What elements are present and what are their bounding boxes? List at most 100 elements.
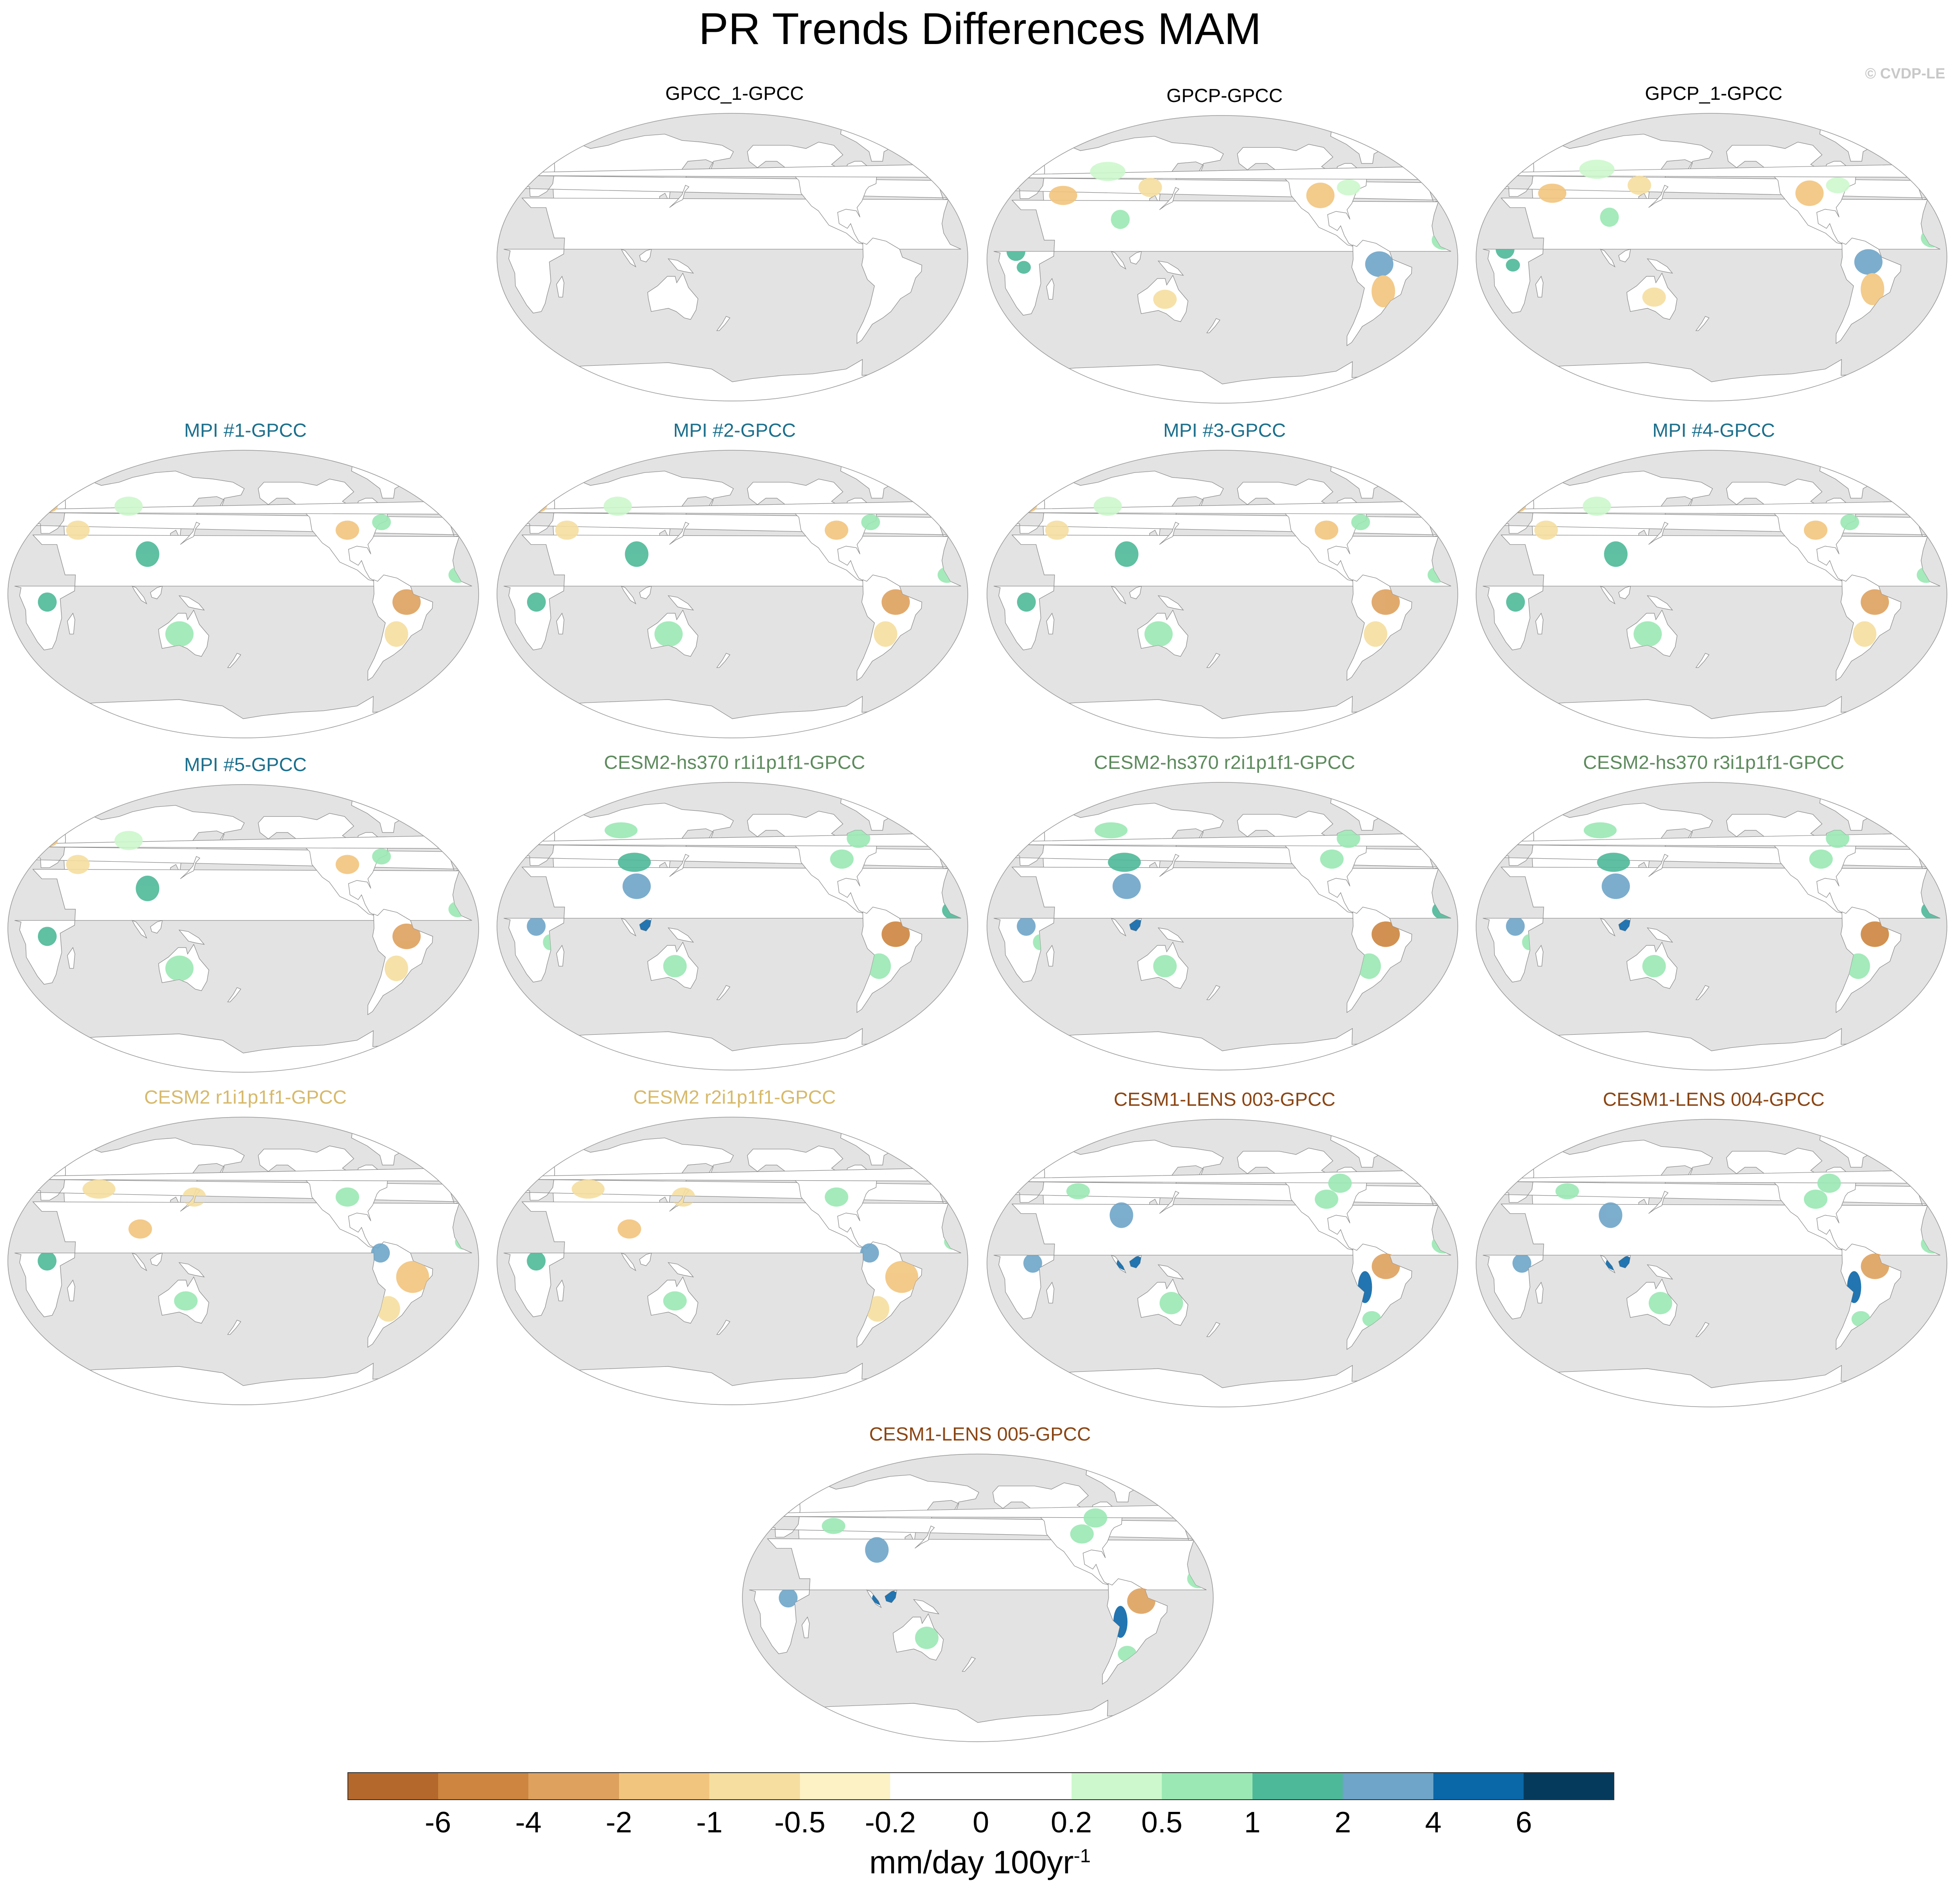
anomaly-patch bbox=[1803, 520, 1827, 540]
anomaly-patch bbox=[1111, 210, 1130, 229]
anomaly-patch bbox=[136, 541, 160, 567]
landmass-africa bbox=[504, 866, 961, 982]
landmass-japan bbox=[669, 522, 690, 545]
anomaly-patch bbox=[335, 855, 359, 874]
anomaly-patch bbox=[1506, 917, 1525, 936]
colorbar-frame bbox=[347, 1772, 1614, 1800]
anomaly-patch bbox=[372, 514, 391, 530]
landmass-africa bbox=[994, 534, 1451, 650]
landmass-newGuinea bbox=[1647, 595, 1673, 611]
anomaly-patch bbox=[824, 1187, 848, 1207]
panel-title: CESM2-hs370 r1i1p1f1-GPCC bbox=[604, 752, 865, 773]
anomaly-patch bbox=[1138, 178, 1162, 197]
colorbar-tick-label: -0.2 bbox=[864, 1806, 916, 1839]
anomaly-patch bbox=[881, 589, 910, 615]
panel-title: MPI #2-GPCC bbox=[673, 420, 796, 441]
landmass-northAmerica bbox=[1726, 142, 1856, 245]
landmass-japan bbox=[915, 1526, 935, 1549]
anomaly-patch bbox=[136, 876, 160, 901]
landmass-indonesia1 bbox=[1599, 248, 1616, 268]
anomaly-patch bbox=[1083, 1508, 1107, 1528]
colorbar-tick-label: 6 bbox=[1515, 1806, 1532, 1839]
anomaly-patch bbox=[128, 1219, 152, 1239]
anomaly-patch bbox=[1602, 873, 1630, 899]
anomaly-patch bbox=[1534, 520, 1558, 540]
landmass-africa bbox=[994, 866, 1451, 982]
figure-title: PR Trends Differences MAM bbox=[698, 4, 1262, 54]
map-border bbox=[1476, 450, 1947, 738]
anomaly-patch bbox=[1159, 1292, 1183, 1315]
anomaly-patch bbox=[860, 1243, 879, 1263]
colorbar-segment bbox=[347, 1772, 439, 1800]
anomaly-patch bbox=[165, 955, 194, 981]
landmass-northAmerica bbox=[1726, 1148, 1856, 1251]
anomaly-patch bbox=[376, 1296, 400, 1322]
anomaly-patch bbox=[572, 1179, 605, 1199]
map-border bbox=[497, 113, 968, 401]
anomaly-patch bbox=[1555, 1183, 1579, 1199]
anomaly-patch bbox=[663, 1291, 687, 1311]
anomaly-patch bbox=[623, 873, 651, 899]
landmass-newGuinea bbox=[913, 1599, 939, 1614]
anomaly-patch bbox=[174, 1291, 198, 1311]
landmass-newGuinea bbox=[1157, 260, 1184, 276]
landmass-newZealand bbox=[962, 1656, 976, 1672]
anomaly-patch bbox=[1017, 592, 1036, 612]
landmass-northAmerica bbox=[1237, 1148, 1367, 1251]
landmass-indonesia2 bbox=[150, 585, 163, 599]
map-panel: MPI #3-GPCC bbox=[983, 420, 1467, 751]
map-border bbox=[7, 450, 479, 738]
anomaly-patch bbox=[1597, 853, 1630, 872]
landmass-madagascar bbox=[801, 1616, 810, 1638]
landmass-newZealand bbox=[1695, 985, 1710, 1000]
landmass-indonesia2 bbox=[1618, 248, 1631, 262]
anomaly-patch bbox=[1108, 853, 1141, 872]
landmass-indonesia1 bbox=[1599, 585, 1616, 605]
landmass-indonesia2 bbox=[150, 920, 163, 934]
anomaly-patch bbox=[371, 1243, 390, 1263]
colorbar-tick-label: 0.5 bbox=[1141, 1806, 1183, 1839]
world-map bbox=[497, 1117, 968, 1405]
anomaly-patch bbox=[865, 1537, 889, 1563]
map-border bbox=[497, 1117, 968, 1405]
anomaly-patch bbox=[865, 1296, 889, 1322]
anomaly-patch bbox=[1854, 249, 1883, 275]
anomaly-patch bbox=[885, 1261, 919, 1293]
landmass-africa bbox=[994, 1203, 1451, 1319]
landmass-northAmerica bbox=[747, 811, 877, 914]
anomaly-patch bbox=[1861, 589, 1889, 615]
landmass-newZealand bbox=[1206, 1322, 1221, 1337]
landmass-newZealand bbox=[1206, 318, 1221, 333]
landmass-indonesia1 bbox=[620, 248, 636, 268]
anomaly-patch bbox=[874, 621, 898, 647]
anomaly-patch bbox=[1861, 921, 1889, 947]
anomaly-patch bbox=[1604, 541, 1628, 567]
landmass-newZealand bbox=[227, 987, 242, 1002]
anomaly-patch bbox=[1840, 514, 1859, 530]
landmass-japan bbox=[1648, 185, 1669, 208]
colorbar bbox=[347, 1772, 1615, 1801]
world-map bbox=[497, 113, 968, 401]
landmass-africa bbox=[14, 534, 472, 650]
landmass-newZealand bbox=[227, 652, 242, 668]
landmass-madagascar bbox=[556, 275, 565, 298]
anomaly-patch bbox=[1314, 520, 1338, 540]
colorbar-tick-label: -1 bbox=[696, 1806, 723, 1839]
anomaly-patch bbox=[1599, 1202, 1623, 1228]
landmass-madagascar bbox=[1535, 612, 1544, 635]
map-border bbox=[1476, 113, 1947, 401]
landmass-madagascar bbox=[1046, 278, 1055, 300]
anomaly-patch bbox=[604, 822, 638, 839]
anomaly-patch bbox=[37, 927, 57, 946]
anomaly-patch bbox=[1853, 621, 1877, 647]
landmass-newGuinea bbox=[667, 927, 694, 943]
colorbar-segment bbox=[800, 1772, 891, 1800]
landmass-indonesia1 bbox=[1110, 251, 1126, 270]
landmass-northAmerica bbox=[747, 479, 877, 582]
landmass-newZealand bbox=[1206, 652, 1221, 668]
anomaly-patch bbox=[82, 1179, 116, 1199]
anomaly-patch bbox=[37, 592, 57, 612]
colorbar-segment bbox=[1252, 1772, 1343, 1800]
panel-title: GPCC_1-GPCC bbox=[665, 83, 804, 104]
colorbar-tick-label: -4 bbox=[515, 1806, 542, 1839]
